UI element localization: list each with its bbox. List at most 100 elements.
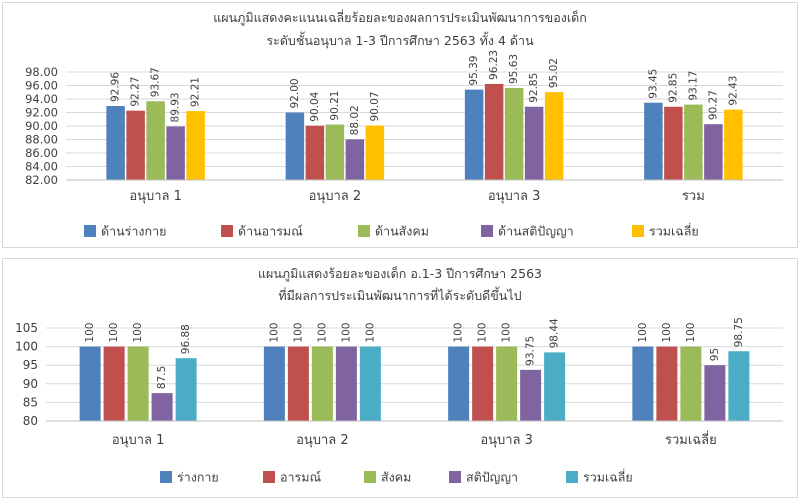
bar: [724, 109, 743, 180]
data-label: 100: [132, 323, 144, 343]
data-label: 90.07: [369, 91, 381, 121]
bars: [106, 83, 743, 180]
data-label: 88.02: [349, 105, 361, 135]
bar: [146, 101, 165, 180]
y-tick-label: 105: [15, 321, 38, 335]
y-tick-label: 82.00: [25, 173, 58, 187]
chart-title-line-2: ระดับชั้นอนุบาล 1-3 ปีการศึกษา 2563 ทั้ง…: [266, 33, 534, 48]
data-label: 96.23: [488, 50, 500, 80]
legend-swatch: [632, 225, 644, 237]
data-label: 100: [477, 323, 489, 343]
y-tick-label: 95: [23, 358, 38, 372]
bar: [644, 102, 663, 180]
bar: [166, 126, 185, 180]
chart-title-line-1: แผนภูมิแสดงคะแนนเฉลี่ยร้อยละของผลการประเ…: [213, 10, 587, 25]
data-label: 93.67: [150, 67, 162, 97]
data-label: 100: [84, 323, 96, 343]
chart-frame: [2, 2, 798, 248]
bar: [186, 111, 205, 180]
legend: ร่างกาย อารมณ์ สังคม สติปัญญา รวมเฉลี่ย: [160, 469, 633, 485]
data-label: 100: [268, 323, 280, 343]
bar: [335, 346, 357, 421]
bar: [472, 346, 494, 421]
bar: [684, 104, 703, 180]
bar: [544, 92, 564, 180]
data-label: 98.75: [733, 317, 745, 347]
bar: [496, 346, 518, 421]
y-tick-label: 85: [23, 395, 38, 409]
legend-swatch: [566, 471, 578, 483]
y-tick-label: 94.00: [25, 92, 58, 106]
bar: [305, 125, 325, 180]
bar: [704, 124, 723, 180]
y-tick-label: 90.00: [25, 119, 58, 133]
y-tick-label: 96.00: [25, 79, 58, 93]
legend-swatch: [481, 225, 493, 237]
data-label: 100: [501, 323, 513, 343]
bar: [520, 369, 542, 421]
legend-label: อารมณ์: [280, 470, 321, 485]
legend-swatch: [364, 471, 376, 483]
bar: [151, 393, 173, 421]
bar: [79, 346, 101, 421]
y-tick-label: 88.00: [25, 133, 58, 147]
bar-chart-developmental-scores: 82.0084.0086.0088.0090.0092.0094.0096.00…: [25, 50, 783, 239]
y-tick-label: 90: [23, 377, 38, 391]
legend-label: ด้านร่างกาย: [101, 224, 166, 239]
x-category-label: รวมเฉลี่ย: [665, 431, 717, 448]
data-label: 92.85: [528, 73, 540, 103]
data-label: 100: [685, 323, 697, 343]
x-category-label: อนุบาล 1: [112, 433, 165, 448]
bar: [345, 139, 365, 180]
data-label: 92.85: [667, 73, 679, 103]
bar: [704, 365, 726, 421]
bar: [544, 352, 566, 421]
bar: [448, 346, 470, 421]
legend-swatch: [263, 471, 275, 483]
data-label: 100: [453, 323, 465, 343]
data-label: 92.27: [130, 77, 142, 107]
data-label: 92.00: [289, 78, 301, 108]
bar: [728, 351, 750, 421]
data-label: 93.75: [525, 336, 537, 366]
y-axis-tick-labels: 82.0084.0086.0088.0090.0092.0094.0096.00…: [25, 65, 58, 187]
legend-label: สติปัญญา: [466, 470, 518, 485]
bar: [106, 106, 125, 180]
data-label: 96.88: [180, 324, 192, 354]
x-category-label: อนุบาล 3: [488, 189, 541, 204]
legend-swatch: [449, 471, 461, 483]
data-label: 90.27: [707, 90, 719, 120]
legend-label: สังคม: [381, 470, 411, 485]
data-label: 100: [637, 323, 649, 343]
bar: [325, 124, 345, 180]
data-label: 98.44: [549, 318, 561, 348]
data-label: 95.02: [548, 58, 560, 88]
legend-label: ด้านสังคม: [375, 224, 429, 239]
data-label: 100: [108, 323, 120, 343]
data-labels: 92.96 92.27 93.67 89.93 92.21 92.00 90.04 90.21…: [110, 50, 740, 135]
legend-swatch: [84, 225, 96, 237]
x-category-label: อนุบาล 3: [480, 433, 533, 448]
y-tick-label: 84.00: [25, 160, 58, 174]
bar: [632, 346, 654, 421]
legend-swatch: [358, 225, 370, 237]
data-labels: 100 100 100 87.5 96.88 100 100 100 100 100 100 100 1…: [84, 317, 745, 389]
bars: [79, 346, 750, 421]
y-tick-label: 86.00: [25, 146, 58, 160]
chart-title-line-1: แผนภูมิแสดงร้อยละของเด็ก อ.1-3 ปีการศึกษ…: [258, 266, 542, 281]
data-label: 93.45: [647, 69, 659, 99]
bar: [484, 83, 504, 180]
bar: [656, 346, 678, 421]
bar: [287, 346, 309, 421]
data-label: 92.21: [190, 77, 202, 107]
data-label: 100: [340, 323, 352, 343]
chart-panel-developmental-scores: แผนภูมิแสดงคะแนนเฉลี่ยร้อยละของผลการประเ…: [2, 2, 798, 248]
y-tick-label: 98.00: [25, 65, 58, 79]
data-label: 95: [709, 348, 721, 361]
bar: [365, 125, 385, 180]
y-tick-label: 92.00: [25, 106, 58, 120]
legend-swatch: [221, 225, 233, 237]
legend-label: รวมเฉลี่ย: [583, 469, 633, 485]
legend-label: ด้านอารมณ์: [238, 224, 303, 239]
